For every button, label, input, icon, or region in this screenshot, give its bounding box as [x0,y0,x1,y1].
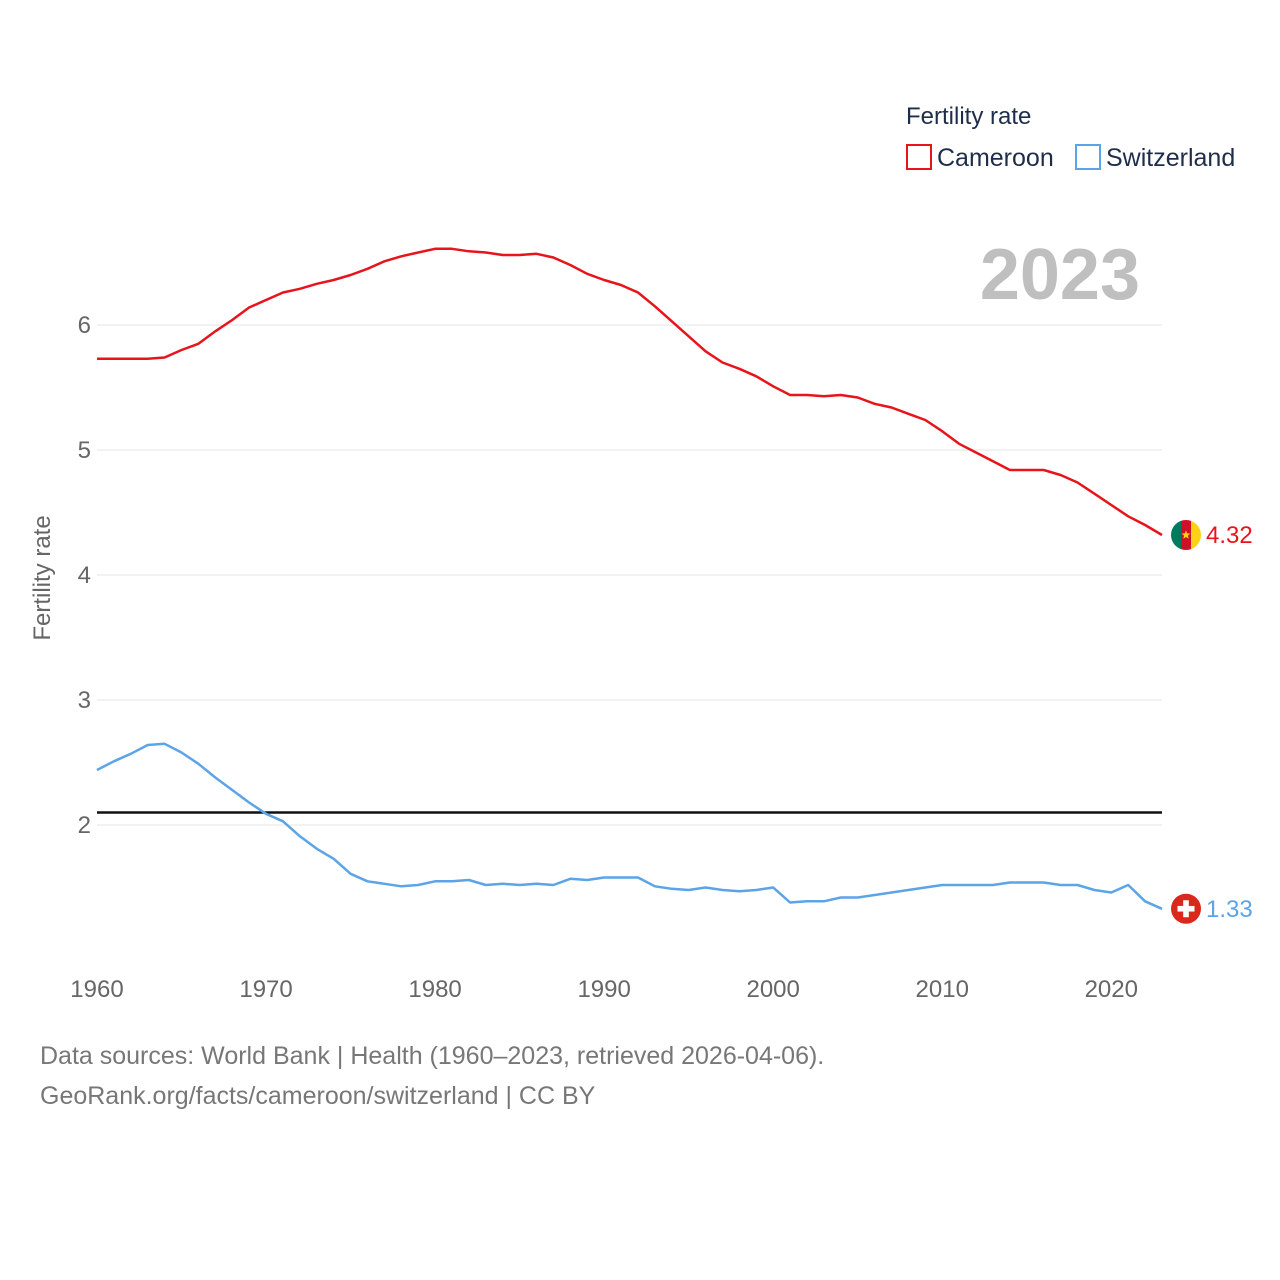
x-tick-label-2000: 2000 [746,976,799,1003]
y-tick-label-4: 4 [78,562,91,589]
series-line-cameroon [97,247,1163,537]
gridlines [97,324,1162,826]
y-tick-label-5: 5 [78,437,91,464]
legend-label-switzerland: Switzerland [1106,144,1235,172]
series-lines [96,247,1163,910]
x-axis-ticks: 1960 1970 1980 1990 2000 2010 2020 [70,976,1138,1003]
series-line-switzerland [96,742,1163,910]
legend-title: Fertility rate [906,103,1031,130]
flag-star-icon [1181,530,1191,539]
legend-swatch-cameroon [906,144,932,170]
y-tick-label-2: 2 [78,812,91,839]
x-tick-label-1990: 1990 [577,976,630,1003]
legend: Fertility rate Cameroon Switzerland [906,103,1235,172]
footer-attribution: GeoRank.org/facts/cameroon/switzerland |… [40,1082,596,1110]
y-axis-ticks: 2 3 4 5 6 [78,312,91,839]
x-tick-label-2010: 2010 [916,976,969,1003]
x-tick-label-1980: 1980 [408,976,461,1003]
x-tick-label-1970: 1970 [239,976,292,1003]
end-markers: 4.32 1.33 [1171,520,1253,924]
y-tick-label-3: 3 [78,687,91,714]
x-tick-label-1960: 1960 [70,976,123,1003]
legend-label-cameroon: Cameroon [937,144,1054,172]
y-axis-label: Fertility rate [29,515,56,640]
footer-sources: Data sources: World Bank | Health (1960–… [40,1042,825,1070]
y-tick-label-6: 6 [78,312,91,339]
flag-cameroon-icon [1171,520,1201,550]
legend-swatch-switzerland [1075,144,1101,170]
current-year-label: 2023 [980,235,1140,315]
x-tick-label-2020: 2020 [1085,976,1138,1003]
flag-switzerland-icon [1171,893,1201,924]
end-value-label-cameroon: 4.32 [1206,522,1253,549]
end-value-label-switzerland: 1.33 [1206,896,1253,923]
